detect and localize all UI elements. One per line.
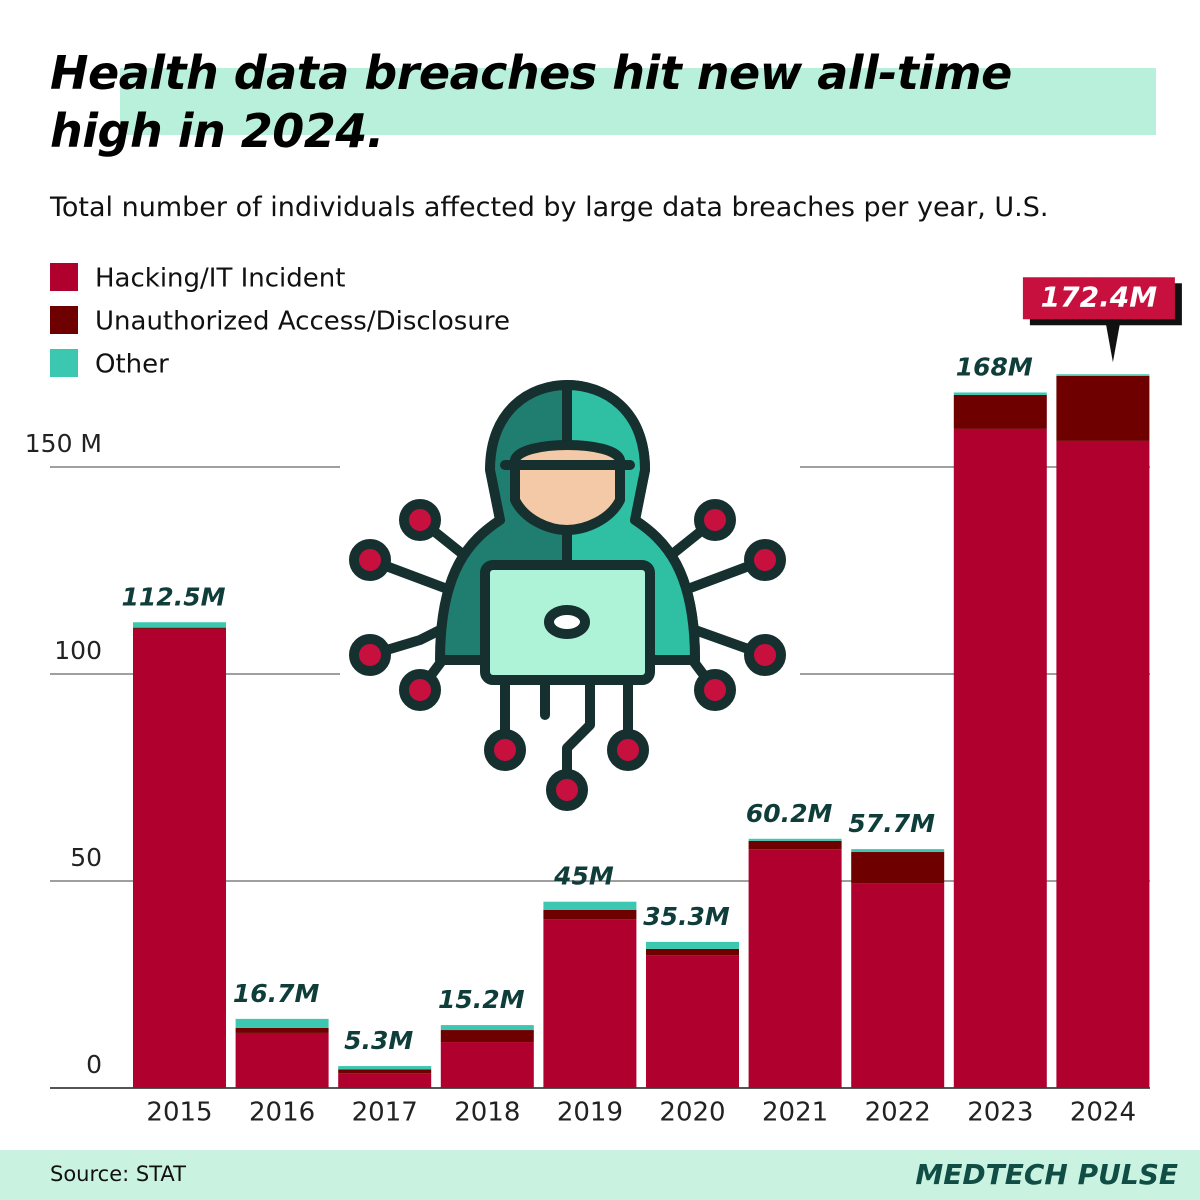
bar-segment	[953, 394, 1047, 429]
bars: 0 50 100 150 M Hacking/IT Incident Unauthoriz…	[25, 263, 1182, 1128]
value-label: 112.5M	[122, 582, 226, 611]
bar-segment	[748, 849, 842, 1088]
y-tick-label: 0	[86, 1050, 102, 1079]
x-tick-label: 2015	[146, 1098, 212, 1128]
value-label: 172.4M	[1041, 280, 1158, 313]
bar-segment	[338, 1073, 432, 1088]
bar-segment	[646, 941, 739, 949]
x-tick-label: 2019	[557, 1098, 623, 1128]
x-tick-label: 2020	[659, 1098, 725, 1128]
bar-segment	[440, 1042, 534, 1088]
value-label: 15.2M	[438, 985, 525, 1014]
highlight-callout: 172.4M	[1022, 277, 1182, 363]
bar-segment	[133, 622, 226, 628]
value-label: 45M	[553, 862, 614, 891]
brand: MEDTECH PULSE	[915, 1158, 1178, 1191]
bar-segment	[235, 1032, 329, 1088]
bar-segment	[338, 1069, 432, 1074]
value-label: 35.3M	[643, 902, 730, 931]
bar-segment	[851, 849, 945, 853]
y-tick-label: 100	[54, 636, 102, 665]
x-tick-label: 2021	[762, 1098, 828, 1128]
bar-segment	[543, 919, 637, 1088]
source: Source: STAT	[50, 1162, 186, 1186]
footer-band	[0, 1150, 1200, 1200]
value-label: 57.7M	[848, 809, 935, 838]
value-label: 60.2M	[746, 799, 833, 828]
bar-segment	[953, 428, 1047, 1088]
bar-segment	[133, 628, 226, 1088]
bar-segment	[235, 1027, 329, 1033]
bar-segment	[543, 909, 637, 920]
callout-box	[1022, 277, 1175, 320]
value-label: 168M	[956, 352, 1033, 381]
y-tick-label: 150 M	[25, 429, 102, 458]
bar-segment	[748, 838, 842, 841]
x-tick-label: 2017	[352, 1098, 418, 1128]
bar-segment	[133, 627, 226, 629]
x-tick-label: 2016	[249, 1098, 315, 1128]
bar-segment	[851, 852, 945, 884]
x-tick-label: 2022	[865, 1098, 931, 1128]
chart-subtitle: Total number of individuals affected by …	[50, 192, 1049, 223]
bar-segment	[1056, 440, 1150, 1089]
legend-label: Unauthorized Access/Disclosure	[95, 307, 510, 337]
value-label: 5.3M	[344, 1026, 413, 1055]
legend-label: Other	[95, 350, 169, 380]
x-tick-label: 2018	[454, 1098, 520, 1128]
bar-segment	[748, 840, 842, 850]
bar-segment	[543, 901, 637, 910]
bar-segment	[1056, 375, 1150, 441]
bar-segment	[440, 1030, 534, 1043]
y-tick-label: 50	[70, 843, 102, 872]
bar-segment	[338, 1066, 432, 1070]
legend-label: Hacking/IT Incident	[95, 264, 345, 294]
value-label: 16.7M	[233, 979, 320, 1008]
x-tick-label: 2024	[1070, 1098, 1136, 1128]
bar-segment	[851, 883, 945, 1088]
legend-swatch	[50, 306, 78, 334]
bar-segment	[646, 948, 739, 956]
legend-swatch	[50, 349, 78, 377]
bar-segment	[235, 1018, 329, 1028]
title-highlight	[120, 68, 1156, 135]
legend-swatch	[50, 263, 78, 291]
bar-segment	[953, 392, 1047, 395]
hacker-illustration	[340, 380, 800, 820]
bar-segment	[646, 955, 739, 1088]
x-tick-label: 2023	[967, 1098, 1033, 1128]
bar-segment	[440, 1025, 534, 1031]
chart-title: Health data breaches hit new all-time hi…	[50, 46, 1012, 158]
bar-segment	[1056, 374, 1150, 376]
